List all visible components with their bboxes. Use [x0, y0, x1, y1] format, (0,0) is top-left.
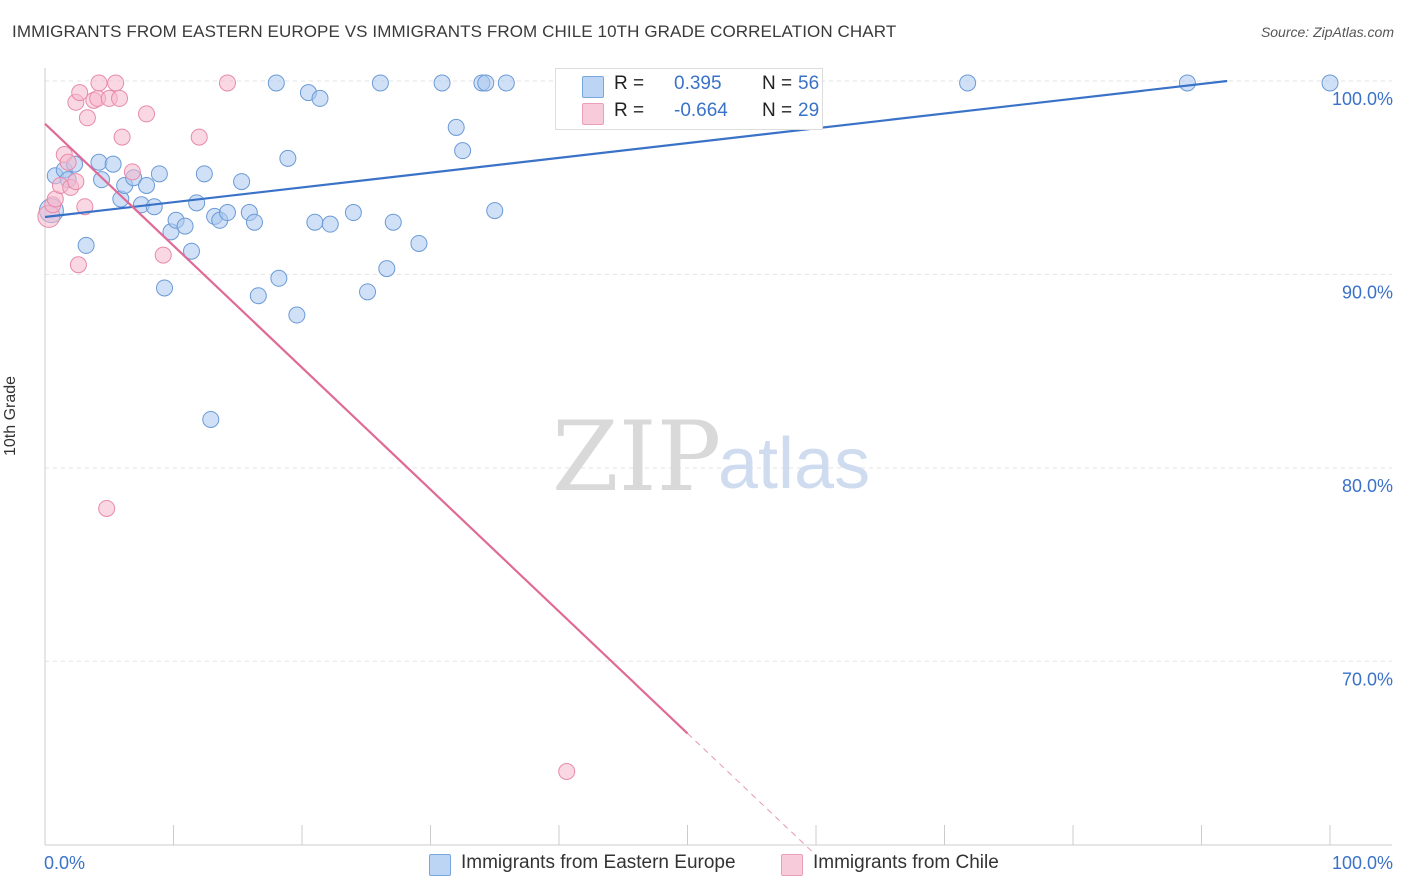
legend-swatch-blue — [582, 76, 604, 98]
legend-r-value: 0.395 — [674, 73, 722, 94]
data-point-eastern-europe — [195, 165, 213, 183]
data-point-chile — [107, 74, 125, 92]
data-point-chile — [218, 74, 236, 92]
trend-line-eastern-europe — [44, 79, 1228, 219]
legend-r-label: R = — [614, 100, 645, 121]
gridlines — [45, 80, 1392, 662]
legend-n-value: 56 — [798, 73, 820, 94]
legend-r-value: -0.664 — [674, 100, 728, 121]
data-point-eastern-europe — [145, 198, 163, 216]
y-tick-label: 80.0% — [1342, 476, 1393, 496]
data-point-chile — [69, 256, 87, 274]
source-label: Source: ZipAtlas.com — [1260, 24, 1394, 40]
data-point-eastern-europe — [150, 165, 168, 183]
data-point-eastern-europe — [306, 213, 324, 231]
trend-line-chile — [44, 122, 689, 735]
data-point-eastern-europe — [104, 155, 122, 173]
data-point-eastern-europe — [156, 279, 174, 297]
data-point-eastern-europe — [288, 306, 306, 324]
data-point-chile — [98, 499, 116, 517]
legend-n-label: N = — [762, 100, 793, 121]
data-point-eastern-europe — [959, 74, 977, 92]
data-point-eastern-europe — [477, 74, 495, 92]
data-point-chile — [154, 246, 172, 264]
legend-r-label: R = — [614, 73, 645, 94]
legend-n-label: N = — [762, 73, 793, 94]
data-point-eastern-europe — [321, 215, 339, 233]
axes — [44, 68, 1392, 846]
data-point-eastern-europe — [447, 118, 465, 136]
data-point-eastern-europe — [1321, 74, 1339, 92]
data-point-eastern-europe — [410, 234, 428, 252]
data-point-eastern-europe — [454, 142, 472, 160]
data-point-eastern-europe — [1178, 74, 1196, 92]
data-point-chile — [558, 763, 576, 781]
data-point-eastern-europe — [176, 217, 194, 235]
data-point-eastern-europe — [344, 204, 362, 222]
data-point-chile — [90, 74, 108, 92]
legend-label: Immigrants from Chile — [813, 852, 999, 873]
correlation-legend: R = 0.395 N = 56 R = -0.664 N = 29 — [555, 68, 823, 130]
data-point-chile — [113, 128, 131, 146]
y-tick-label: 90.0% — [1342, 282, 1393, 302]
data-point-eastern-europe — [182, 242, 200, 260]
data-point-chile — [123, 163, 141, 181]
watermark-atlas: atlas — [718, 424, 870, 504]
chart-title: IMMIGRANTS FROM EASTERN EUROPE VS IMMIGR… — [12, 22, 897, 41]
data-point-eastern-europe — [433, 74, 451, 92]
data-point-chile — [138, 105, 156, 123]
data-point-chile — [111, 89, 129, 107]
x-tick-label: 0.0% — [44, 853, 85, 873]
data-point-chile — [190, 128, 208, 146]
data-point-eastern-europe — [497, 74, 515, 92]
y-tick-label: 70.0% — [1342, 669, 1393, 689]
data-point-eastern-europe — [218, 204, 236, 222]
y-tick-label: 100.0% — [1332, 89, 1393, 109]
data-point-eastern-europe — [279, 149, 297, 167]
data-point-eastern-europe — [270, 269, 288, 287]
data-point-eastern-europe — [371, 74, 389, 92]
data-point-eastern-europe — [384, 213, 402, 231]
data-point-chile — [78, 109, 96, 127]
data-point-eastern-europe — [90, 153, 108, 171]
data-point-eastern-europe — [267, 74, 285, 92]
data-point-eastern-europe — [138, 176, 156, 194]
legend-swatch-blue — [429, 854, 451, 876]
data-point-chile — [67, 173, 85, 191]
trend-lines — [44, 79, 1228, 856]
watermark: ZIP atlas — [552, 401, 870, 513]
data-point-eastern-europe — [359, 283, 377, 301]
data-point-eastern-europe — [233, 173, 251, 191]
data-point-chile — [76, 198, 94, 216]
data-point-eastern-europe — [486, 202, 504, 220]
legend-swatch-pink — [582, 103, 604, 125]
data-point-eastern-europe — [77, 236, 95, 254]
legend-swatch-pink — [781, 854, 803, 876]
data-point-eastern-europe — [188, 194, 206, 212]
data-point-chile — [59, 153, 77, 171]
series-chile — [37, 74, 576, 781]
data-point-eastern-europe — [249, 287, 267, 305]
data-point-chile — [71, 84, 89, 102]
trend-line-chile-extrapolated — [687, 733, 817, 856]
series-legend: Immigrants from Eastern Europe Immigrant… — [0, 852, 1406, 878]
data-point-eastern-europe — [245, 213, 263, 231]
data-point-eastern-europe — [378, 260, 396, 278]
data-point-eastern-europe — [311, 89, 329, 107]
legend-n-value: 29 — [798, 100, 820, 121]
data-point-eastern-europe — [93, 171, 111, 189]
x-tick-label: 100.0% — [1332, 853, 1393, 873]
tick-labels: 70.0% 80.0% 90.0% 100.0% 0.0% 100.0% — [44, 89, 1393, 873]
data-point-eastern-europe — [202, 410, 220, 428]
legend-label: Immigrants from Eastern Europe — [461, 852, 736, 873]
watermark-zip: ZIP — [552, 401, 721, 513]
